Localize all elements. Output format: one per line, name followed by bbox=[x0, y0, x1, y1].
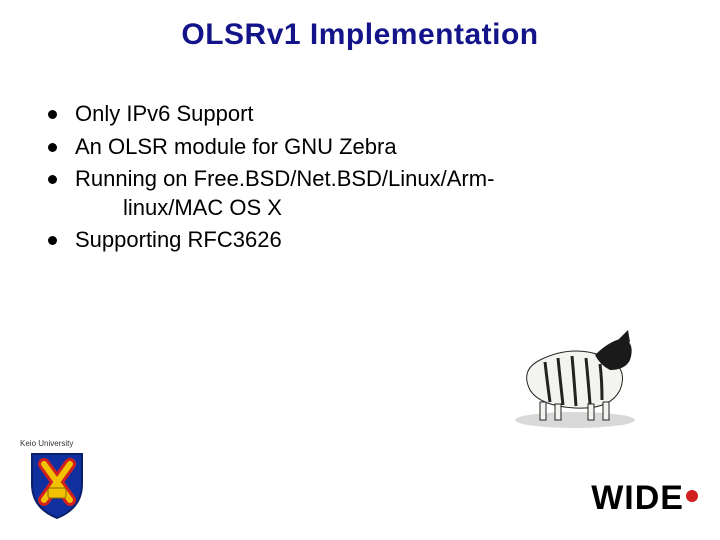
bullet-icon bbox=[48, 175, 57, 184]
wide-dot-icon bbox=[686, 490, 698, 502]
bullet-text: Running on Free.BSD/Net.BSD/Linux/Arm- l… bbox=[75, 165, 494, 222]
bullet-text: Only IPv6 Support bbox=[75, 100, 254, 129]
bullet-line: Supporting RFC3626 bbox=[75, 227, 282, 252]
keio-label: Keio University bbox=[20, 439, 73, 448]
keio-shield-icon bbox=[28, 450, 86, 520]
list-item: Supporting RFC3626 bbox=[48, 226, 672, 255]
bullet-line: Running on Free.BSD/Net.BSD/Linux/Arm- bbox=[75, 166, 494, 191]
bullet-text: An OLSR module for GNU Zebra bbox=[75, 133, 397, 162]
slide: OLSRv1 Implementation Only IPv6 Support … bbox=[0, 0, 720, 540]
bullet-text: Supporting RFC3626 bbox=[75, 226, 282, 255]
bullet-list: Only IPv6 Support An OLSR module for GNU… bbox=[48, 100, 672, 259]
bullet-icon bbox=[48, 143, 57, 152]
bullet-icon bbox=[48, 236, 57, 245]
bullet-line-wrap: linux/MAC OS X bbox=[75, 194, 494, 223]
list-item: An OLSR module for GNU Zebra bbox=[48, 133, 672, 162]
wide-logo: WIDE bbox=[591, 479, 698, 518]
list-item: Running on Free.BSD/Net.BSD/Linux/Arm- l… bbox=[48, 165, 672, 222]
bullet-icon bbox=[48, 110, 57, 119]
wide-text: WIDE bbox=[591, 479, 684, 518]
bullet-line: Only IPv6 Support bbox=[75, 101, 254, 126]
list-item: Only IPv6 Support bbox=[48, 100, 672, 129]
bullet-line: An OLSR module for GNU Zebra bbox=[75, 134, 397, 159]
slide-title: OLSRv1 Implementation bbox=[0, 18, 720, 52]
zebra-icon bbox=[500, 320, 650, 430]
